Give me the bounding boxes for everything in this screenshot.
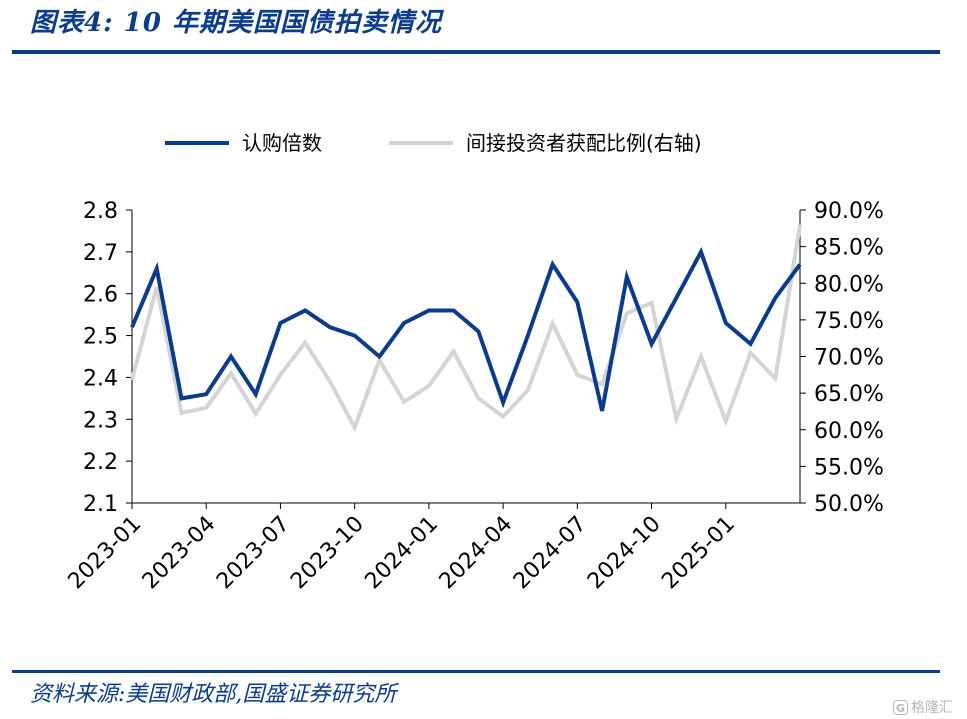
x-tick-label: 2024-07 bbox=[509, 512, 592, 595]
source-rule bbox=[12, 670, 940, 673]
x-tick-label: 2024-01 bbox=[360, 512, 443, 595]
y-right-tick-label: 80.0% bbox=[814, 272, 884, 297]
series-line-indirect bbox=[130, 224, 802, 433]
figure-title: 图表4: 10 年期美国国债拍卖情况 bbox=[30, 8, 442, 38]
y-left-tick-label: 2.1 bbox=[83, 492, 118, 517]
y-right-tick-label: 70.0% bbox=[814, 346, 884, 371]
x-tick-label: 2025-01 bbox=[657, 512, 740, 595]
x-tick-label: 2024-04 bbox=[435, 512, 518, 595]
title-rule bbox=[12, 50, 940, 54]
y-right-tick-label: 60.0% bbox=[814, 419, 884, 444]
y-right-tick-label: 55.0% bbox=[814, 455, 884, 480]
series-line-subscription bbox=[130, 246, 802, 412]
x-tick-label: 2023-01 bbox=[64, 512, 147, 595]
series-layer bbox=[130, 224, 802, 433]
y-left-tick-label: 2.7 bbox=[83, 241, 118, 266]
source-note: 资料来源:美国财政部,国盛证券研究所 bbox=[30, 682, 397, 707]
y-left-tick-label: 2.2 bbox=[83, 450, 118, 475]
y-left-tick-label: 2.8 bbox=[83, 199, 118, 224]
x-tick-label: 2023-04 bbox=[138, 512, 221, 595]
y-left-tick-label: 2.5 bbox=[83, 325, 118, 350]
watermark: G 格隆汇 bbox=[893, 697, 953, 717]
legend: 认购倍数 间接投资者获配比例(右轴) bbox=[165, 131, 702, 155]
y-left-tick-label: 2.3 bbox=[83, 408, 118, 433]
legend-label-subscription: 认购倍数 bbox=[242, 131, 322, 155]
y-right-tick-label: 90.0% bbox=[814, 199, 884, 224]
y-right-tick-label: 65.0% bbox=[814, 382, 884, 407]
x-tick-label: 2024-10 bbox=[583, 512, 666, 595]
watermark-text: 格隆汇 bbox=[911, 700, 953, 716]
y-right-tick-label: 85.0% bbox=[814, 236, 884, 261]
y-left-tick-label: 2.4 bbox=[83, 366, 118, 391]
x-tick-label: 2023-07 bbox=[212, 512, 295, 595]
watermark-logo-icon: G bbox=[893, 699, 908, 715]
y-left-tick-label: 2.6 bbox=[83, 283, 118, 308]
x-tick-label: 2023-10 bbox=[286, 512, 369, 595]
y-right-tick-label: 50.0% bbox=[814, 492, 884, 517]
legend-label-indirect: 间接投资者获配比例(右轴) bbox=[466, 131, 702, 155]
y-right-tick-label: 75.0% bbox=[814, 309, 884, 334]
